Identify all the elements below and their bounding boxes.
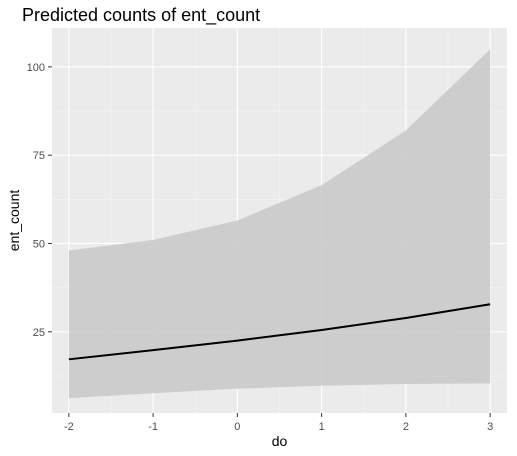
x-axis: -2 -1 0 1 2 3 bbox=[64, 413, 493, 433]
x-tick-label: -2 bbox=[64, 421, 74, 433]
prediction-line bbox=[68, 303, 491, 361]
x-tick-label: 2 bbox=[403, 421, 409, 433]
x-tick-label: -1 bbox=[148, 421, 158, 433]
x-tick-label: 0 bbox=[234, 421, 240, 433]
x-tick-label: 1 bbox=[319, 421, 325, 433]
y-tick-label: 50 bbox=[33, 238, 45, 250]
chart-title: Predicted counts of ent_count bbox=[22, 5, 260, 26]
x-axis-title: do bbox=[272, 433, 288, 449]
prediction-line-layer bbox=[68, 303, 491, 361]
y-tick-label: 25 bbox=[33, 327, 45, 339]
confidence-ribbon bbox=[68, 49, 491, 399]
y-tick-label: 100 bbox=[27, 62, 45, 74]
x-tick-label: 3 bbox=[487, 421, 493, 433]
y-tick-label: 75 bbox=[33, 150, 45, 162]
y-axis: 25 50 75 100 bbox=[27, 62, 52, 339]
y-axis-title: ent_count bbox=[6, 190, 22, 252]
confidence-band bbox=[68, 49, 491, 399]
